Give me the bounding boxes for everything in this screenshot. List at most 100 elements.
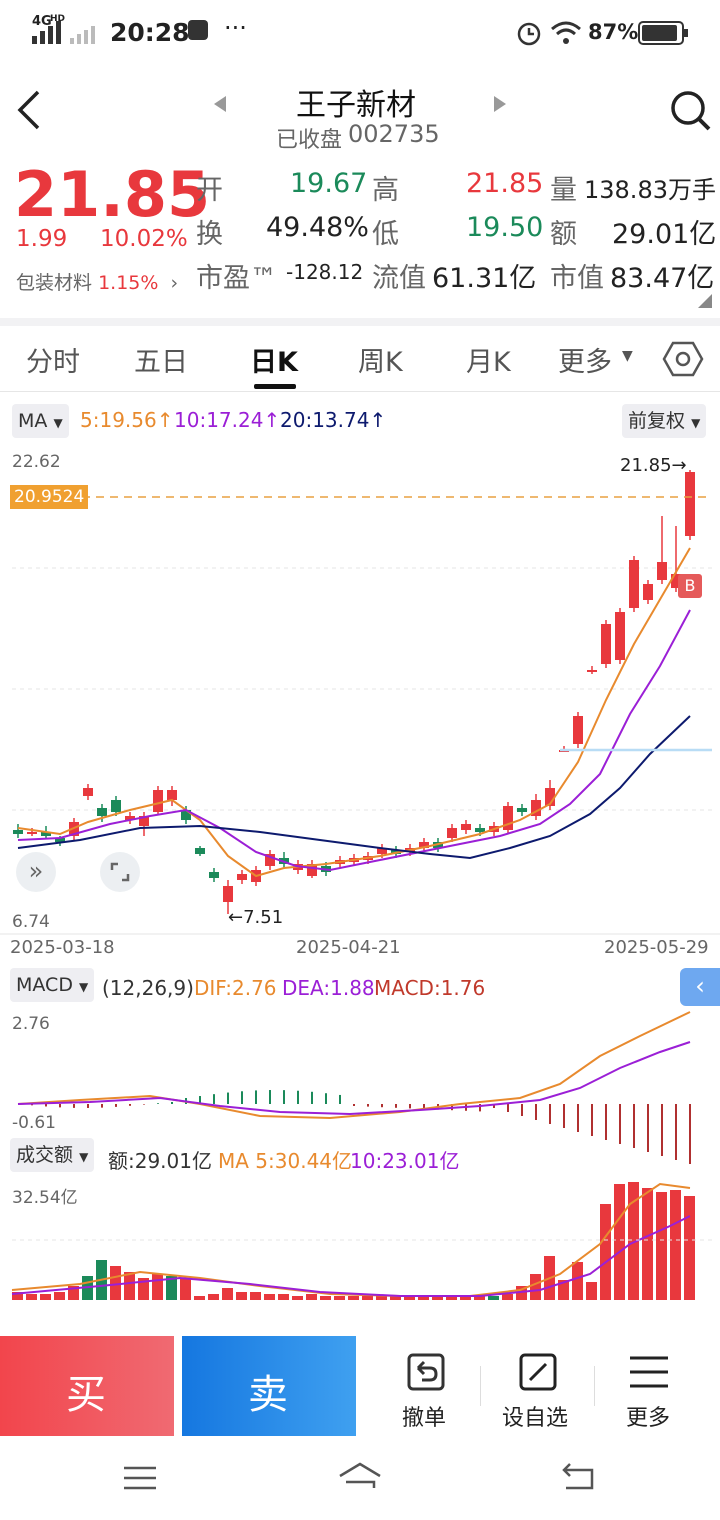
candle-body <box>125 816 135 820</box>
volume-bar <box>586 1282 597 1300</box>
candle-body <box>517 808 527 812</box>
candle-body <box>531 800 541 816</box>
sell-button[interactable]: 卖 <box>182 1336 356 1436</box>
add-watchlist-button[interactable]: 设自选 <box>492 1346 592 1431</box>
collapse-panel-icon[interactable]: ‹ <box>680 968 720 1006</box>
volume-bar <box>642 1188 653 1300</box>
macd-selector-label: MACD <box>16 974 73 996</box>
volume-selector[interactable]: 成交额 ▼ <box>10 1138 95 1172</box>
candle-body <box>377 848 387 854</box>
tab-five-day[interactable]: 五日 <box>134 347 188 378</box>
expand-arrows-icon[interactable]: » <box>16 852 56 892</box>
candle-body <box>139 816 149 826</box>
open-value: 19.67 <box>290 168 368 199</box>
high-marker: 21.85→ <box>620 455 687 476</box>
chart-settings-icon[interactable] <box>662 340 704 378</box>
macd-selector[interactable]: MACD ▼ <box>10 968 95 1002</box>
volume-bar <box>362 1296 373 1300</box>
tab-more[interactable]: 更多 <box>558 347 612 378</box>
amount-label: 额 <box>550 219 577 250</box>
cancel-label: 撤单 <box>402 1406 447 1431</box>
sector-link[interactable]: 包装材料 1.15% › <box>16 268 178 295</box>
volume-bar <box>26 1294 37 1300</box>
battery-percent: 87% <box>588 20 639 44</box>
candle-body <box>307 864 317 876</box>
y-min-label: 6.74 <box>12 912 50 932</box>
date-mid: 2025-04-21 <box>296 937 401 958</box>
volume-bar <box>614 1184 625 1300</box>
volume-bar <box>600 1204 611 1300</box>
volume-bar <box>334 1296 345 1300</box>
adjust-selector[interactable]: 前复权 ▼ <box>622 404 707 438</box>
more-notifications: ··· <box>224 14 247 42</box>
ma5-value: 5:19.56↑ <box>80 408 174 432</box>
last-price: 21.85 <box>14 158 211 231</box>
ma-selector[interactable]: MA ▼ <box>12 404 69 438</box>
volume-bar <box>110 1266 121 1300</box>
prev-stock-icon[interactable] <box>212 94 228 114</box>
recent-apps-icon[interactable] <box>122 1464 158 1492</box>
fullscreen-icon[interactable] <box>100 852 140 892</box>
ma10-value: 10:17.24↑ <box>174 408 281 432</box>
candle-body <box>685 472 695 536</box>
candle-body <box>629 560 639 608</box>
next-stock-icon[interactable] <box>492 94 508 114</box>
volume-bar <box>292 1296 303 1300</box>
candle-body <box>475 828 485 832</box>
watchlist-label: 设自选 <box>502 1406 569 1431</box>
tab-weekly-k[interactable]: 周K <box>358 347 403 378</box>
back-icon[interactable] <box>14 88 44 132</box>
ma20-line <box>17 715 691 860</box>
low-value: 19.50 <box>466 212 544 243</box>
tab-intraday[interactable]: 分时 <box>26 347 80 378</box>
candle-body <box>237 874 247 880</box>
volume-amount: 额:29.01亿 <box>108 1149 212 1173</box>
volume-bar <box>376 1296 387 1300</box>
volume-bar <box>572 1262 583 1300</box>
tab-daily-k[interactable]: 日K <box>250 347 298 378</box>
undo-icon <box>407 1353 445 1391</box>
buy-button[interactable]: 买 <box>0 1336 174 1436</box>
volume-bar <box>502 1294 513 1300</box>
network-type: 4G <box>32 14 52 29</box>
search-icon[interactable] <box>668 88 712 132</box>
candle-body <box>265 854 275 866</box>
candles <box>13 470 695 914</box>
home-icon[interactable] <box>336 1460 384 1494</box>
stock-name: 王子新材 <box>296 88 416 123</box>
volume-bar <box>320 1296 331 1300</box>
cancel-order-button[interactable]: 撤单 <box>376 1346 476 1431</box>
volume-label: 量 <box>550 175 577 206</box>
amount-value: 29.01亿 <box>612 219 717 250</box>
volume-bar <box>656 1192 667 1300</box>
turnover-label: 换 <box>196 219 223 250</box>
volume-ma5: MA 5:30.44亿 <box>218 1149 353 1173</box>
volume-bar <box>54 1292 65 1300</box>
candle-body <box>13 830 23 834</box>
macd-y-min: -0.61 <box>12 1113 56 1133</box>
y-max-label: 22.62 <box>12 452 61 472</box>
volume-bar <box>166 1276 177 1300</box>
macd-value: MACD:1.76 <box>374 976 486 1000</box>
candle-body <box>615 612 625 660</box>
high-label: 高 <box>372 175 399 206</box>
candle-body <box>55 838 65 842</box>
clock: 20:28 <box>110 18 190 47</box>
kline-chart[interactable] <box>0 444 720 1336</box>
volume-value: 138.83万手 <box>584 176 716 204</box>
volume-bar <box>446 1296 457 1300</box>
tab-monthly-k[interactable]: 月K <box>466 347 511 378</box>
turnover-value: 49.48% <box>266 212 369 243</box>
expand-corner-icon[interactable] <box>698 294 712 308</box>
trade-bar: 买 卖 撤单 设自选 更多 <box>0 1336 720 1436</box>
notification-icon <box>188 20 208 40</box>
divider <box>594 1366 595 1406</box>
pe-label: 市盈™ <box>196 263 277 294</box>
candle-body <box>153 790 163 812</box>
nav-back-icon[interactable] <box>560 1460 598 1494</box>
candle-body <box>111 800 121 812</box>
buy-marker[interactable]: B <box>678 574 702 598</box>
more-button[interactable]: 更多 <box>606 1346 706 1431</box>
volume-bar <box>558 1280 569 1300</box>
macd-dea: DEA:1.88 <box>282 976 375 1000</box>
